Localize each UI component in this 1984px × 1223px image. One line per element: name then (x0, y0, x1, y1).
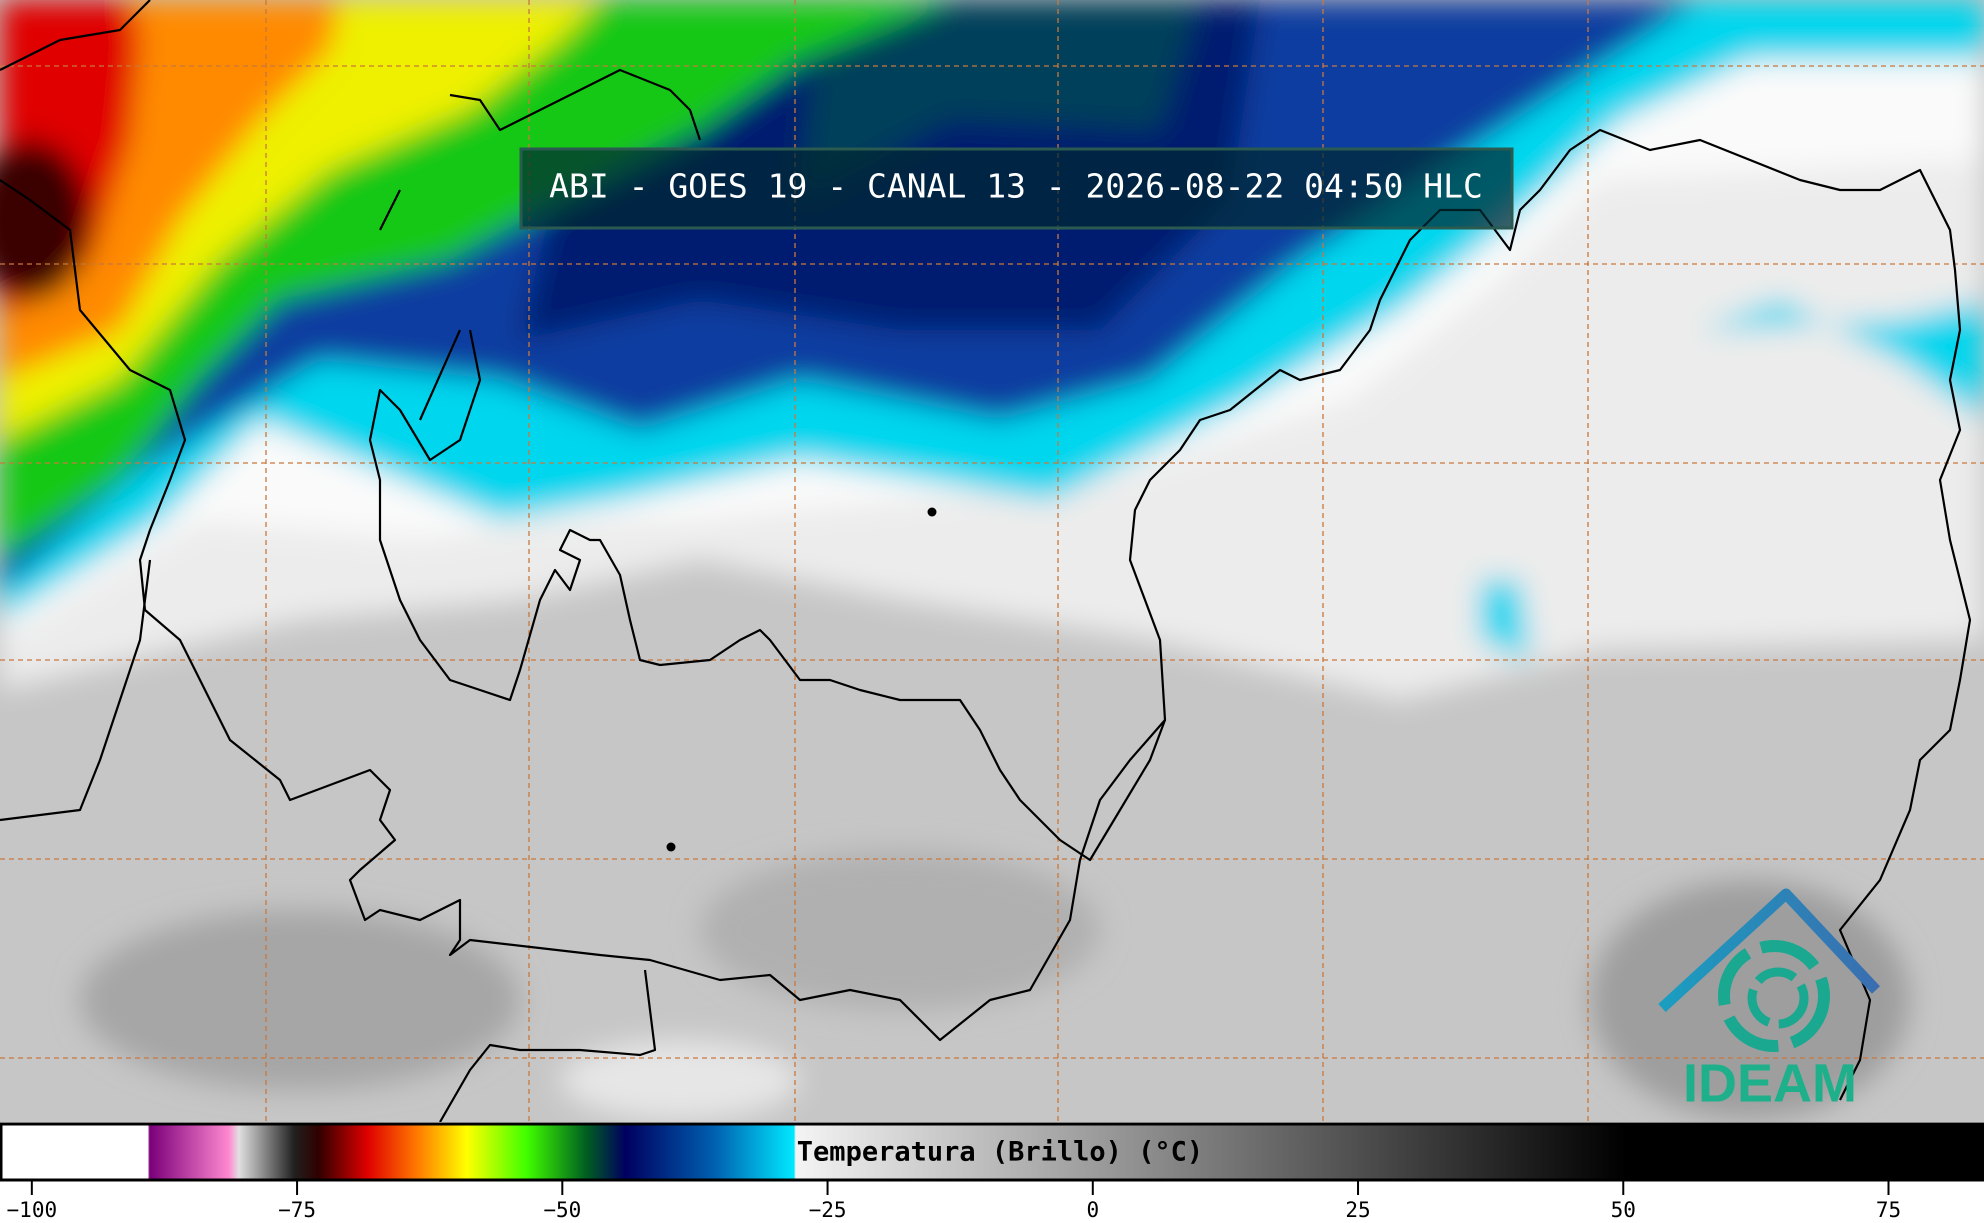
tick-label: 50 (1611, 1198, 1636, 1222)
tick-label: −25 (809, 1198, 847, 1222)
tick-label: −75 (278, 1198, 316, 1222)
tick-label: −50 (543, 1198, 581, 1222)
tick-label: 25 (1345, 1198, 1370, 1222)
colorbar: Temperatura (Brillo) (°C) −100 −75 −50 −25 0… (0, 1122, 1984, 1222)
logo-text: IDEAM (1683, 1053, 1857, 1113)
title: ABI - GOES 19 - CANAL 13 - 2026-08-22 04… (549, 167, 1483, 206)
colorbar-label: Temperatura (Brillo) (°C) (797, 1137, 1203, 1168)
borders (0, 0, 1972, 1122)
tick-label: 0 (1086, 1198, 1099, 1222)
logo: IDEAM (1658, 888, 1881, 1113)
colorbar-bar (0, 1122, 1984, 1182)
grid (0, 0, 1984, 1122)
tick-label: 75 (1876, 1198, 1901, 1222)
tick-label: −100 (7, 1198, 58, 1222)
title-box (519, 147, 1514, 230)
